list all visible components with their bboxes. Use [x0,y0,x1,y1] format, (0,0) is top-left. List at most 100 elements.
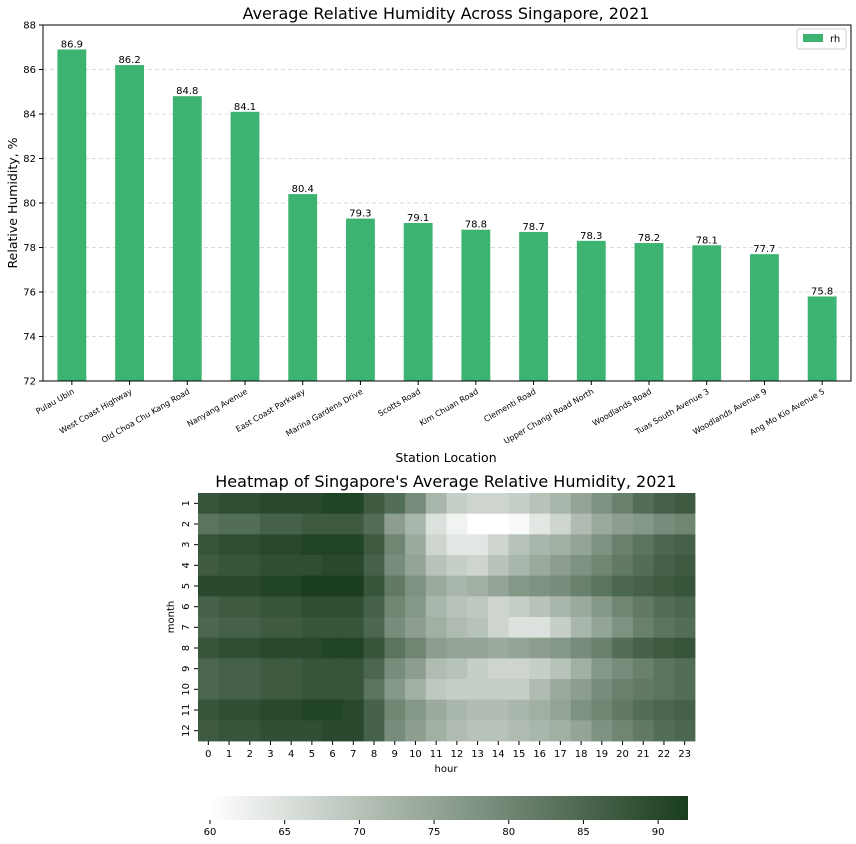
heatmap-y-axis-label: month [166,601,177,633]
heatmap-cell [508,555,530,577]
heatmap-cell [612,493,634,515]
heatmap-cell [260,699,282,721]
bar-value-label: 78.2 [638,233,660,244]
colorbar-ticks: 60 65 70 75 80 85 90 [204,820,664,838]
heatmap-cell [508,617,530,639]
heatmap-cell [570,493,592,515]
bar-value-label: 78.7 [522,222,544,233]
heatmap-cell [280,658,302,680]
bar [807,296,837,381]
heatmap-cell [653,617,675,639]
heatmap-cell [612,637,634,659]
heatmap-cell [342,720,365,742]
bar-chart-title: Average Relative Humidity Across Singapo… [243,4,650,23]
heatmap-x-tick-label: 5 [309,749,315,760]
heatmap-cell [591,534,613,556]
bar-value-label: 84.1 [234,102,256,113]
heatmap-cell [198,617,220,639]
heatmap-cell [218,679,240,701]
heatmap-cell [487,679,510,701]
heatmap-cell [446,617,468,639]
heatmap-cell [529,575,551,597]
bar-x-tick-label: Kim Chuan Road [418,387,480,428]
heatmap-cell [405,493,427,515]
heatmap-cell [467,596,489,618]
heatmap-cell [239,699,261,721]
heatmap-cell [198,658,220,680]
heatmap-cell [591,575,613,597]
heatmap-cell [260,534,282,556]
heatmap-cell [529,679,551,701]
heatmap-cell [239,534,261,556]
heatmap-cell [198,699,220,721]
heatmap-cell [405,637,427,659]
heatmap-cell [570,637,592,659]
heatmap-cell [260,555,282,577]
heatmap-cell [239,596,261,618]
heatmap-x-tick-label: 7 [350,749,356,760]
bar [346,218,375,381]
heatmap-cell [260,513,282,535]
heatmap-cell [591,493,613,515]
heatmap-cell [218,617,240,639]
heatmap-cell [674,637,696,659]
heatmap-cell [632,637,654,659]
heatmap-cell [487,575,510,597]
heatmap-cell [467,699,489,721]
heatmap-cell [653,575,675,597]
bar-x-tick-label: Pulau Ubin [34,387,75,416]
heatmap-cell [653,493,675,515]
bar-y-tick-label: 72 [23,377,36,388]
heatmap-y-tick-label: 4 [181,562,192,568]
heatmap-cell [280,679,302,701]
heatmap-cell [405,534,427,556]
heatmap-cell [529,513,551,535]
heatmap-cell [570,596,592,618]
heatmap-x-tick-label: 10 [409,749,422,760]
heatmap-x-tick-label: 2 [247,749,253,760]
heatmap-cell [487,617,510,639]
colorbar-tick-label: 80 [502,827,515,838]
heatmap-cell [591,513,613,535]
heatmap-cell [570,699,592,721]
bar-value-label: 78.8 [465,220,487,231]
heatmap-cell [674,617,696,639]
heatmap-cell [260,617,282,639]
heatmap-cell [508,596,530,618]
heatmap-cell [467,637,489,659]
bar-grid [43,24,851,382]
heatmap-cell [632,658,654,680]
heatmap-cell [301,534,323,556]
heatmap-cell [280,513,302,535]
heatmap-cell [301,658,323,680]
heatmap-cell [612,658,634,680]
heatmap-cell [218,534,240,556]
heatmap-x-tick-label: 4 [288,749,294,760]
heatmap-cell [550,637,572,659]
heatmap-cell [405,617,427,639]
heatmap-cell [301,679,323,701]
heatmap-cell [508,720,530,742]
heatmap-cell [405,720,427,742]
heatmap-x-tick-label: 21 [637,749,650,760]
heatmap-cell [632,513,654,535]
heatmap-cell [342,493,365,515]
bar [288,194,318,381]
colorbar-gradient [210,796,688,820]
heatmap-x-tick-label: 18 [575,749,588,760]
heatmap-cell [239,617,261,639]
heatmap-cell [322,513,344,535]
heatmap-cell [425,534,447,556]
heatmap-x-tick-label: 13 [471,749,484,760]
heatmap-cell [198,637,220,659]
heatmap-cell [280,555,302,577]
heatmap-x-tick-label: 8 [371,749,377,760]
heatmap-cell [446,699,468,721]
heatmap-y-tick-label: 8 [181,645,192,651]
heatmap-cell [280,720,302,742]
heatmap-cell [467,534,489,556]
heatmap-cell [612,534,634,556]
heatmap-cell [529,555,551,577]
bar-y-tick-label: 80 [23,199,36,210]
heatmap-cell [674,534,696,556]
